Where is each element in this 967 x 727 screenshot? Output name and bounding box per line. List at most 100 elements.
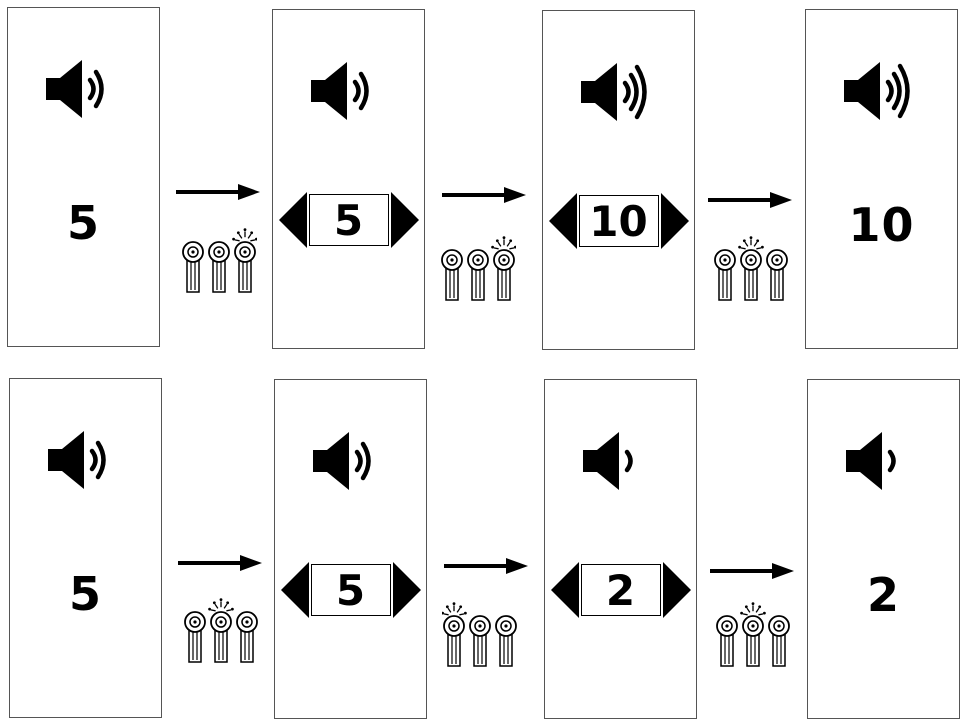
- panel-r2-s4: 2: [807, 379, 960, 719]
- speaker-icon: [582, 432, 633, 490]
- speaker-icon: [843, 62, 910, 120]
- speaker-body: [310, 62, 347, 120]
- speaker-body: [845, 432, 882, 490]
- sound-wave: [89, 448, 98, 472]
- sound-wave: [87, 77, 96, 101]
- volume-selector: 10: [548, 193, 689, 249]
- remote-key: [236, 611, 258, 663]
- sound-wave: [358, 71, 369, 111]
- remote-key: [768, 615, 790, 667]
- pressed-sparkle: [232, 228, 257, 242]
- pressed-sparkle: [491, 236, 516, 250]
- sound-wave: [634, 64, 647, 120]
- volume-value: 10: [848, 198, 915, 252]
- right-arrow-icon: [178, 555, 262, 571]
- speaker-body: [843, 62, 880, 120]
- sound-wave: [624, 449, 633, 473]
- speaker-body: [312, 432, 349, 490]
- panel-r1-s3: 10: [542, 10, 695, 350]
- right-triangle-icon: [662, 562, 691, 618]
- remote-key: [714, 249, 736, 301]
- speaker-icon: [312, 432, 371, 490]
- sound-wave: [354, 449, 363, 473]
- speaker-icon: [310, 62, 369, 120]
- three-key-remote-icon: [441, 236, 516, 301]
- left-triangle-icon: [280, 562, 309, 618]
- right-triangle-icon: [390, 192, 419, 248]
- speaker-body: [47, 431, 84, 489]
- panel-r2-s3: 2: [544, 379, 697, 719]
- panel-r1-s1: 5: [7, 7, 160, 347]
- sound-wave: [360, 441, 371, 481]
- remote-key: [766, 249, 788, 301]
- remote-key: [467, 249, 489, 301]
- panel-r2-s2: 5: [274, 379, 427, 719]
- remote-key: [234, 241, 256, 293]
- pressed-sparkle: [738, 236, 764, 250]
- three-key-remote-icon: [184, 598, 258, 663]
- remote-key: [210, 611, 232, 663]
- remote-key: [716, 615, 738, 667]
- pressed-sparkle: [740, 602, 766, 616]
- volume-value: 2: [866, 568, 900, 622]
- right-triangle-icon: [392, 562, 421, 618]
- sound-wave: [622, 80, 631, 104]
- sound-wave: [93, 69, 104, 109]
- left-triangle-icon: [278, 192, 307, 248]
- remote-key: [740, 249, 762, 301]
- sound-wave: [897, 63, 910, 119]
- selector-box: 5: [310, 564, 391, 616]
- selector-box: 10: [578, 195, 659, 247]
- remote-key: [493, 249, 515, 301]
- remote-key: [182, 241, 204, 293]
- sound-wave: [352, 79, 361, 103]
- speaker-body: [580, 63, 617, 121]
- selector-box: 5: [308, 194, 389, 246]
- sound-wave: [628, 72, 639, 112]
- volume-value: 5: [335, 566, 366, 615]
- sound-wave: [95, 440, 106, 480]
- sound-wave: [887, 449, 896, 473]
- speaker-body: [582, 432, 619, 490]
- left-triangle-icon: [550, 562, 579, 618]
- speaker-icon: [845, 432, 896, 490]
- speaker-icon: [580, 63, 647, 121]
- speaker-icon: [45, 60, 104, 118]
- right-arrow-icon: [444, 558, 528, 574]
- left-triangle-icon: [548, 193, 577, 249]
- remote-key: [495, 615, 517, 667]
- three-key-remote-icon: [714, 236, 788, 301]
- remote-key: [742, 615, 764, 667]
- right-arrow-icon: [176, 184, 260, 200]
- remote-key: [469, 615, 491, 667]
- remote-key: [443, 615, 465, 667]
- three-key-remote-icon: [442, 602, 517, 667]
- panel-r1-s2: 5: [272, 9, 425, 349]
- volume-selector: 5: [278, 192, 419, 248]
- volume-selector: 2: [550, 562, 691, 618]
- panel-r2-s1: 5: [9, 378, 162, 718]
- volume-value: 5: [68, 567, 102, 621]
- sound-wave: [885, 79, 894, 103]
- volume-value: 5: [66, 196, 100, 250]
- sound-wave: [891, 71, 902, 111]
- volume-value: 10: [589, 197, 648, 246]
- pressed-sparkle: [208, 598, 234, 612]
- right-arrow-icon: [708, 192, 792, 208]
- right-triangle-icon: [660, 193, 689, 249]
- speaker-icon: [47, 431, 106, 489]
- three-key-remote-icon: [182, 228, 257, 293]
- speaker-body: [45, 60, 82, 118]
- remote-key: [184, 611, 206, 663]
- three-key-remote-icon: [716, 602, 790, 667]
- pressed-sparkle: [442, 602, 467, 616]
- right-arrow-icon: [442, 187, 526, 203]
- volume-selector: 5: [280, 562, 421, 618]
- panel-r1-s4: 10: [805, 9, 958, 349]
- right-arrow-icon: [710, 563, 794, 579]
- remote-key: [441, 249, 463, 301]
- remote-key: [208, 241, 230, 293]
- volume-value: 5: [333, 196, 364, 245]
- selector-box: 2: [580, 564, 661, 616]
- volume-value: 2: [605, 566, 636, 615]
